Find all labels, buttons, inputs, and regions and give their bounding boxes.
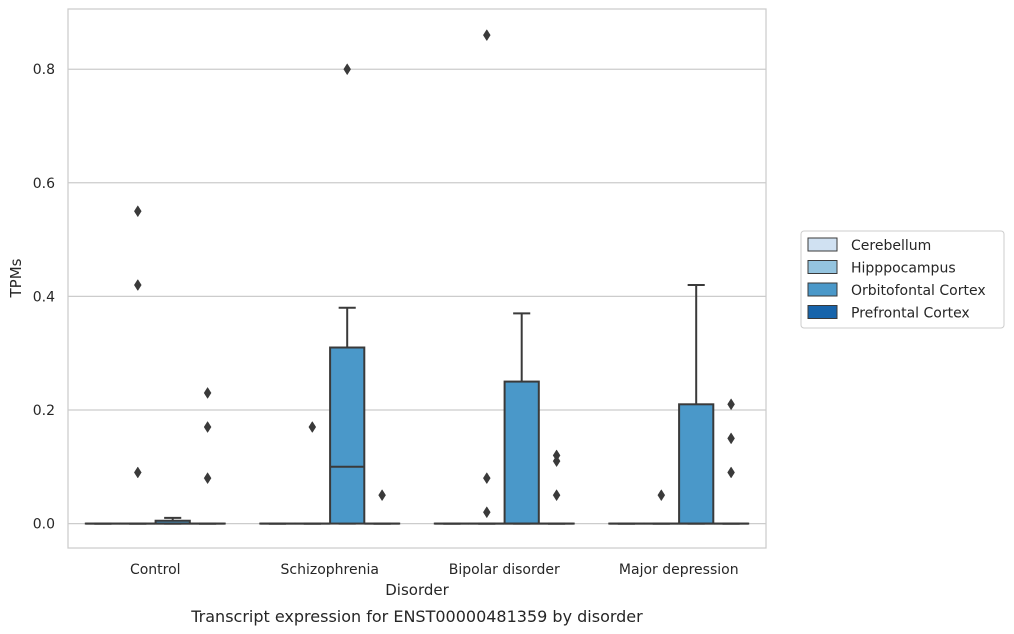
plot-frame — [67, 8, 767, 549]
y-tick-label: 0.8 — [33, 62, 55, 78]
outlier-point — [343, 63, 351, 76]
box-body — [329, 346, 366, 525]
outlier-point — [134, 466, 142, 479]
x-axis-label: Disorder — [385, 581, 449, 599]
x-tick-label: Major depression — [619, 562, 739, 578]
y-tick-label: 0.2 — [33, 403, 55, 419]
legend-swatch — [807, 282, 838, 297]
legend: Cerebellum Hipppocampus Orbitofontal Corte… — [800, 230, 1005, 329]
outlier-point — [203, 386, 212, 399]
box-body — [503, 380, 540, 525]
outlier-point — [203, 472, 212, 485]
x-tick-label: Control — [130, 562, 181, 578]
outlier-point — [134, 279, 142, 291]
y-tick-label: 0.4 — [33, 289, 55, 305]
outlier-point — [727, 432, 735, 445]
legend-label: Orbitofontal Cortex — [851, 283, 986, 299]
x-tick-labels: Control Schizophrenia Bipolar disorder Majo… — [130, 562, 739, 578]
legend-label: Prefrontal Cortex — [851, 306, 970, 322]
outlier-point — [378, 489, 386, 502]
chart-caption: Transcript expression for ENST0000048135… — [190, 607, 643, 626]
outlier-point — [134, 205, 142, 218]
y-tick-label: 0.6 — [33, 176, 55, 192]
plot-area-background — [68, 9, 766, 548]
outlier-point — [203, 421, 212, 433]
box-2-1 — [329, 306, 366, 525]
outlier-point — [552, 489, 561, 502]
y-axis-label: TPMs — [7, 258, 25, 298]
box-body — [678, 403, 715, 525]
outliers-layer — [134, 29, 735, 519]
box-2-3 — [678, 284, 715, 525]
outlier-point — [552, 455, 561, 468]
x-tick-label: Bipolar disorder — [449, 562, 560, 578]
outlier-point — [727, 398, 735, 411]
outlier-point — [727, 466, 735, 479]
box-2-0 — [154, 516, 191, 525]
outlier-point — [483, 506, 491, 519]
legend-swatch — [807, 305, 838, 319]
boxes-layer — [84, 284, 750, 525]
legend-swatch — [807, 237, 838, 252]
outlier-point — [657, 489, 666, 502]
legend-label: Cerebellum — [851, 238, 931, 254]
x-tick-label: Schizophrenia — [281, 562, 379, 578]
outlier-point — [483, 472, 491, 485]
outlier-point — [483, 29, 491, 42]
legend-swatch — [807, 260, 838, 274]
y-tick-labels: 0.0 0.2 0.4 0.6 0.8 — [33, 62, 55, 532]
outlier-point — [308, 421, 317, 433]
legend-label: Hipppocampus — [851, 261, 956, 277]
legend-frame — [800, 230, 1005, 329]
box-2-2 — [503, 312, 540, 525]
y-tick-label: 0.0 — [33, 517, 55, 533]
